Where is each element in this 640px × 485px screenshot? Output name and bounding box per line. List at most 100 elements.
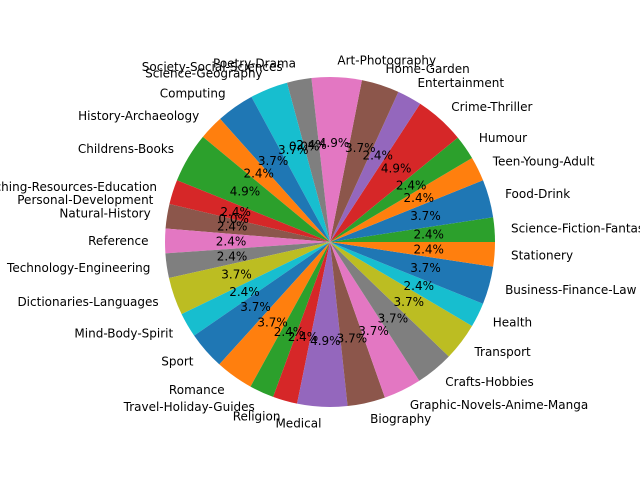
slice-science-geography (251, 82, 330, 243)
slice-history-archaeology (202, 118, 330, 242)
slice-poetry-drama (286, 78, 330, 242)
label-history-archaeology: History-Archaeology (78, 109, 199, 123)
slice-travel-holiday-guides (250, 242, 330, 397)
slice-graphic-novels-anime-manga (330, 242, 420, 398)
slice-religion (273, 242, 330, 404)
slice-health (330, 242, 484, 326)
label-home-garden: Home-Garden (386, 62, 470, 76)
pct-art-photography: 4.9% (319, 136, 350, 150)
slice-computing (220, 96, 330, 242)
slice-stationery (330, 242, 495, 267)
pct-transport: 3.7% (394, 295, 425, 309)
pct-crime-thriller: 4.9% (381, 161, 412, 175)
label-personal-development: Personal-Development (17, 193, 153, 207)
label-food-drink: Food-Drink (505, 187, 570, 201)
pct-humour: 2.4% (396, 178, 427, 192)
pct-stationery: 2.4% (413, 242, 444, 256)
label-transport: Transport (473, 345, 531, 359)
label-crime-thriller: Crime-Thriller (451, 100, 532, 114)
label-art-photography: Art-Photography (337, 54, 436, 68)
slice-teaching-resources-education (169, 180, 330, 242)
pct-childrens-books: 4.9% (230, 184, 261, 198)
slice-business-finance-law (330, 242, 494, 304)
slice-food-drink (330, 180, 494, 242)
pct-computing: 3.7% (258, 154, 289, 168)
label-romance: Romance (169, 383, 225, 397)
label-teaching-resources-education: Teaching-Resources-Education (0, 180, 157, 194)
category-labels: Science-Fiction-Fantasy-Horror Food-Drink… (0, 54, 640, 431)
pct-romance: 3.7% (257, 316, 288, 330)
slice-entertainment (330, 91, 421, 242)
slice-medical (297, 242, 348, 408)
label-biography: Biography (370, 412, 431, 426)
slice-art-photography (311, 76, 362, 242)
pct-health: 2.4% (404, 279, 435, 293)
pct-travel-holiday-guides: 2.4% (274, 325, 305, 339)
slice-childrens-books (176, 136, 330, 242)
slice-natural-history (165, 203, 330, 242)
pct-natural-history: 2.4% (217, 220, 248, 234)
label-reference: Reference (88, 234, 148, 248)
slice-reference (164, 228, 330, 254)
pct-technology-engineering: 2.4% (217, 249, 248, 263)
label-crafts-hobbies: Crafts-Hobbies (445, 375, 534, 389)
label-natural-history: Natural-History (59, 207, 150, 221)
label-childrens-books: Childrens-Books (78, 142, 174, 156)
pct-society-social-sciences: 0.0% (289, 139, 320, 153)
label-travel-holiday-guides: Travel-Holiday-Guides (123, 400, 255, 414)
label-science-fiction-fantasy-horror: Science-Fiction-Fantasy-Horror (511, 221, 640, 235)
pct-entertainment: 2.4% (362, 148, 393, 162)
pie-slices (164, 76, 495, 408)
label-computing: Computing (160, 87, 226, 101)
pct-graphic-novels-anime-manga: 3.7% (358, 324, 389, 338)
pct-medical: 4.9% (310, 334, 341, 348)
pct-dictionaries-languages: 3.7% (221, 268, 252, 282)
pct-food-drink: 3.7% (410, 209, 441, 223)
pct-sport: 3.7% (240, 300, 271, 314)
pct-biography: 3.7% (337, 332, 368, 346)
label-humour: Humour (479, 131, 527, 145)
label-graphic-novels-anime-manga: Graphic-Novels-Anime-Manga (410, 398, 588, 412)
label-poetry-drama: Poetry-Drama (213, 57, 296, 71)
pct-teaching-resources-education: 2.4% (220, 205, 251, 219)
label-mind-body-spirit: Mind-Body-Spirit (74, 326, 173, 340)
label-science-geography: Science-Geography (145, 66, 263, 80)
label-health: Health (493, 315, 532, 329)
pct-business-finance-law: 3.7% (410, 261, 441, 275)
slice-biography (330, 242, 385, 407)
pct-science-fiction-fantasy-horror: 2.4% (413, 228, 444, 242)
pct-history-archaeology: 2.4% (243, 166, 274, 180)
label-technology-engineering: Technology-Engineering (6, 261, 150, 275)
slice-crafts-hobbies (330, 242, 449, 381)
label-teen-young-adult: Teen-Young-Adult (492, 155, 595, 169)
pct-poetry-drama: 2.4% (296, 138, 327, 152)
slice-crime-thriller (330, 103, 458, 242)
label-stationery: Stationery (511, 249, 573, 263)
slice-science-fiction-fantasy-horror (330, 217, 495, 242)
slice-technology-engineering (165, 242, 330, 278)
slice-humour (330, 137, 473, 242)
label-medical: Medical (275, 416, 321, 430)
slice-sport (194, 242, 330, 365)
pct-home-garden: 3.7% (345, 141, 376, 155)
label-dictionaries-languages: Dictionaries-Languages (17, 295, 158, 309)
slice-teen-young-adult (330, 158, 484, 242)
label-religion: Religion (233, 410, 281, 424)
pct-crafts-hobbies: 3.7% (378, 311, 409, 325)
percent-labels: 2.4%3.7%2.4%2.4%4.9%2.4%3.7%4.9%2.4%0.0%… (216, 136, 444, 348)
slice-dictionaries-languages (168, 242, 330, 315)
label-entertainment: Entertainment (417, 76, 504, 90)
pct-personal-development: 0.0% (218, 212, 249, 226)
label-sport: Sport (161, 355, 194, 369)
slice-home-garden (330, 80, 399, 243)
pct-teen-young-adult: 2.4% (404, 191, 435, 205)
pct-religion: 2.4% (288, 330, 319, 344)
pct-science-geography: 3.7% (278, 143, 309, 157)
label-business-finance-law: Business-Finance-Law (505, 283, 637, 297)
pct-reference: 2.4% (216, 234, 247, 248)
pct-mind-body-spirit: 2.4% (229, 285, 260, 299)
slice-romance (219, 242, 330, 387)
label-society-social-sciences: Society-Social-Sciences (142, 60, 283, 74)
